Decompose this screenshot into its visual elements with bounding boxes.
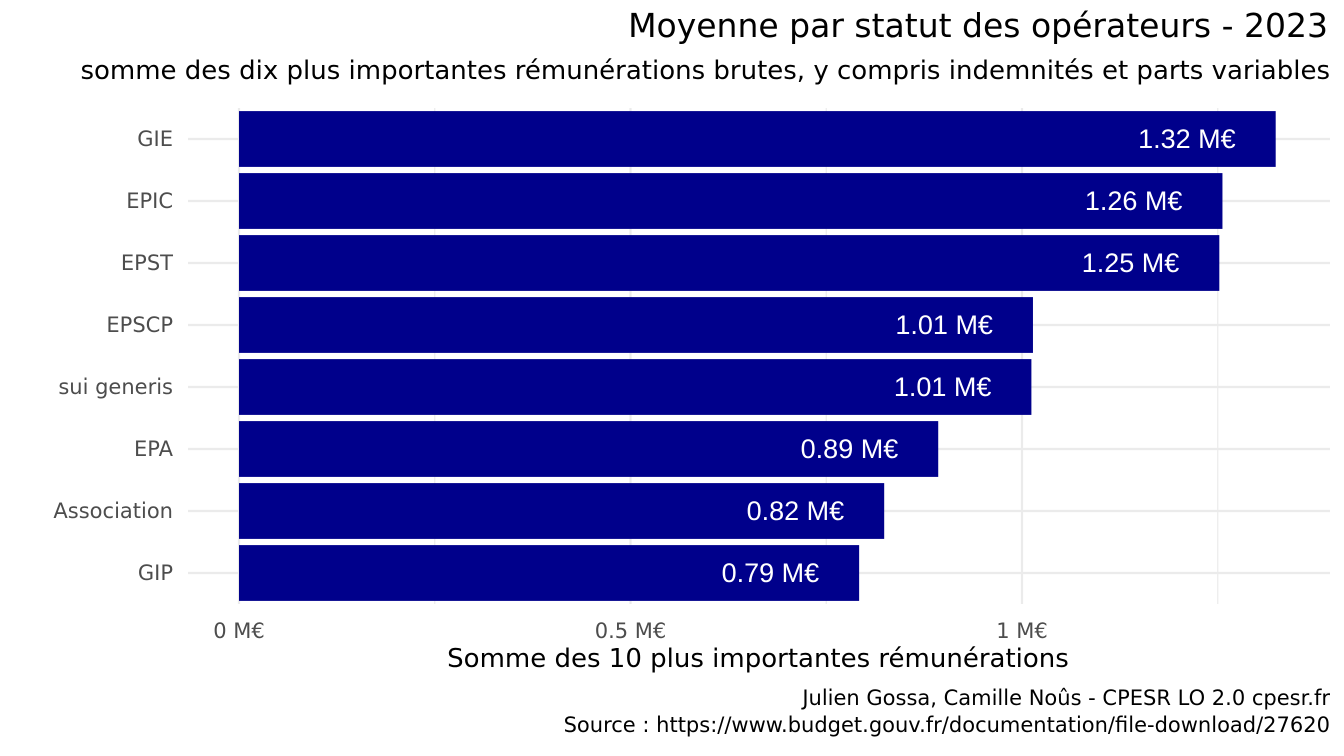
y-tick-label: GIE <box>137 127 173 151</box>
x-tick-label: 0 M€ <box>213 619 265 643</box>
x-tick-label: 1 M€ <box>996 619 1048 643</box>
y-tick-label: EPST <box>121 251 173 275</box>
y-tick-label: GIP <box>138 561 173 585</box>
x-axis-label: Somme des 10 plus importantes rémunérati… <box>447 644 1069 674</box>
bar <box>239 421 939 477</box>
bar <box>239 359 1032 415</box>
bar <box>239 297 1033 353</box>
chart-title: Moyenne par statut des opérateurs - 2023 <box>628 6 1328 45</box>
data-label: 1.25 M€ <box>1082 248 1180 278</box>
y-tick-label: sui generis <box>58 375 173 399</box>
caption-authors: Julien Gossa, Camille Noûs - CPESR LO 2.… <box>802 686 1330 710</box>
y-tick-label: Association <box>53 499 173 523</box>
caption-source: Source : https://www.budget.gouv.fr/docu… <box>563 713 1330 737</box>
bar <box>239 545 860 601</box>
data-label: 0.79 M€ <box>722 558 820 588</box>
y-tick-label: EPA <box>134 437 174 461</box>
data-label: 0.89 M€ <box>801 434 899 464</box>
data-label: 1.32 M€ <box>1138 124 1236 154</box>
chart-subtitle: somme des dix plus importantes rémunérat… <box>80 56 1330 86</box>
data-label: 0.82 M€ <box>747 496 845 526</box>
data-label: 1.26 M€ <box>1085 186 1183 216</box>
bar <box>239 235 1220 291</box>
bar <box>239 173 1223 229</box>
data-label: 1.01 M€ <box>895 310 993 340</box>
x-tick-label: 0.5 M€ <box>595 619 667 643</box>
bar <box>239 483 885 539</box>
y-tick-label: EPIC <box>126 189 173 213</box>
bar <box>239 111 1276 167</box>
y-tick-label: EPSCP <box>106 313 173 337</box>
data-label: 1.01 M€ <box>894 372 992 402</box>
